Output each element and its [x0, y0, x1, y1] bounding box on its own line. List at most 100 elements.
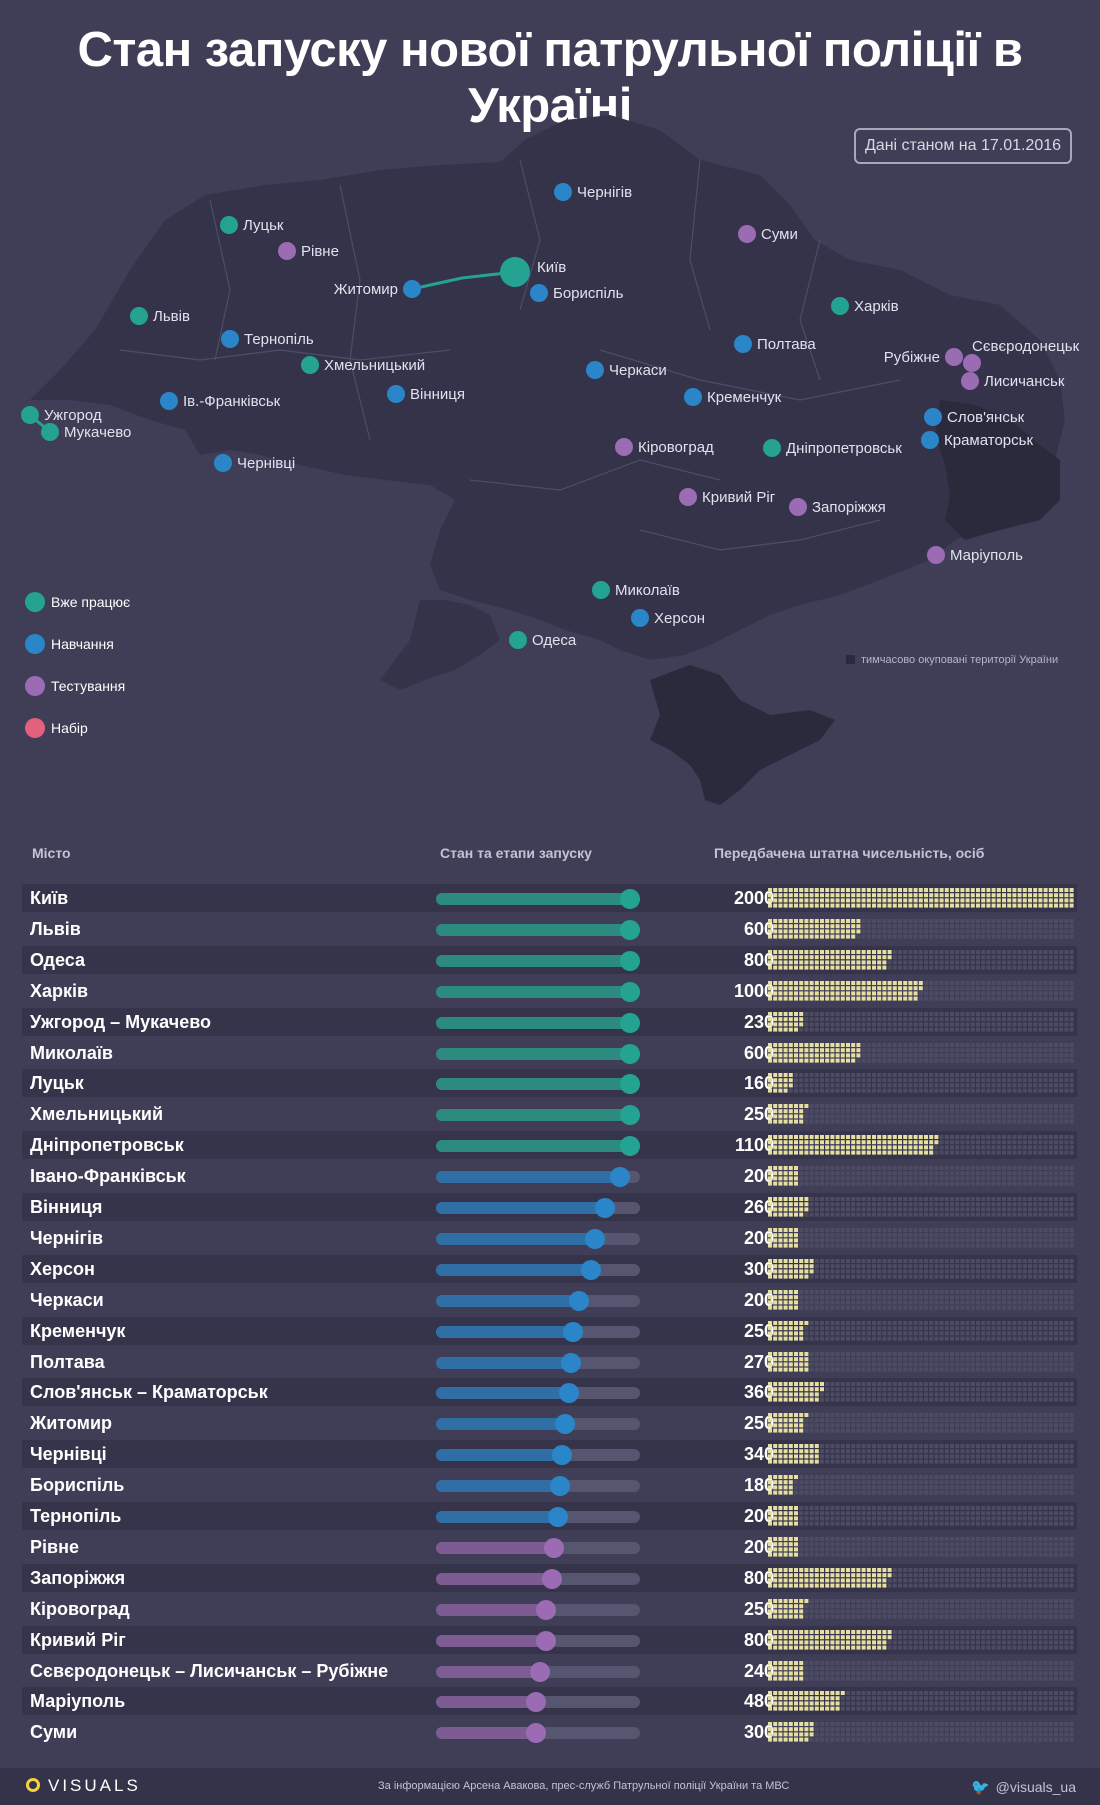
- map-city[interactable]: Вінниця: [387, 385, 465, 403]
- map-city[interactable]: Сєвєродонецьк: [963, 338, 1080, 372]
- map-city-marker[interactable]: [278, 242, 296, 260]
- staff-dot-filled: [809, 980, 814, 985]
- map-city-marker[interactable]: [301, 356, 319, 374]
- map-city-marker[interactable]: [21, 406, 39, 424]
- table-row[interactable]: Херсон 300: [22, 1254, 1077, 1283]
- map-city-marker[interactable]: [403, 280, 421, 298]
- table-row[interactable]: Ужгород – Мукачево 230: [22, 1007, 1077, 1036]
- map-city-marker[interactable]: [221, 330, 239, 348]
- map-city[interactable]: Чернівці: [214, 454, 295, 472]
- staff-dot-empty: [944, 1150, 949, 1155]
- map-city[interactable]: Черкаси: [586, 361, 667, 379]
- map-city[interactable]: Краматорськ: [921, 431, 1033, 449]
- map-city[interactable]: Харків: [831, 297, 899, 315]
- map-city[interactable]: Кіровоград: [615, 438, 714, 456]
- map-city-marker[interactable]: [924, 408, 942, 426]
- map-city-marker[interactable]: [789, 498, 807, 516]
- map-city-marker[interactable]: [945, 348, 963, 366]
- map-city-marker[interactable]: [509, 631, 527, 649]
- map-city-marker[interactable]: [615, 438, 633, 456]
- map-city[interactable]: Одеса: [509, 631, 577, 649]
- row-city: Хмельницький: [30, 1104, 164, 1125]
- table-row[interactable]: Вінниця 260: [22, 1193, 1077, 1221]
- map-city[interactable]: Запоріжжя: [789, 498, 886, 516]
- table-row[interactable]: Чернівці 340: [22, 1440, 1077, 1469]
- staff-dot-empty: [898, 1428, 902, 1433]
- staff-dot-empty: [804, 1171, 809, 1176]
- staff-dot-empty: [1028, 1109, 1032, 1114]
- table-row[interactable]: Чернігів 200: [22, 1223, 1077, 1252]
- map-city-marker[interactable]: [387, 385, 405, 403]
- staff-dot-empty: [1022, 1382, 1027, 1387]
- map-city-marker[interactable]: [921, 431, 939, 449]
- map-city-marker[interactable]: [961, 372, 979, 390]
- map-city-marker[interactable]: [130, 307, 148, 325]
- table-row[interactable]: Миколаїв 600: [22, 1038, 1077, 1067]
- map-city[interactable]: Лисичанськ: [961, 372, 1065, 390]
- table-row[interactable]: Тернопіль 200: [22, 1502, 1077, 1530]
- map-city[interactable]: Суми: [738, 225, 798, 243]
- map-city-marker[interactable]: [554, 183, 572, 201]
- staff-dot-empty: [846, 1016, 850, 1021]
- staff-dot-empty: [924, 1052, 928, 1057]
- map-city-marker[interactable]: [530, 284, 548, 302]
- map-city[interactable]: Ужгород: [21, 406, 102, 424]
- map-city[interactable]: Мукачево: [41, 423, 131, 441]
- map-city-marker[interactable]: [586, 361, 604, 379]
- map-city-marker[interactable]: [631, 609, 649, 627]
- map-city[interactable]: Дніпропетровськ: [763, 439, 902, 457]
- table-row[interactable]: Дніпропетровськ 1100: [22, 1131, 1077, 1160]
- table-row[interactable]: Івано-Франківськ 200: [22, 1162, 1077, 1191]
- map-city[interactable]: Полтава: [734, 335, 816, 353]
- map-city[interactable]: Бориспіль: [530, 284, 624, 302]
- table-row[interactable]: Київ 2000: [22, 884, 1077, 912]
- map-city[interactable]: Житомир: [334, 280, 421, 298]
- map-city-marker[interactable]: [592, 581, 610, 599]
- table-row[interactable]: Луцьк 160: [22, 1069, 1077, 1098]
- map-city[interactable]: Кременчук: [684, 388, 782, 406]
- map-city[interactable]: Миколаїв: [592, 581, 680, 599]
- map-city-marker[interactable]: [831, 297, 849, 315]
- staff-dot-empty: [1059, 1227, 1064, 1232]
- map-city-marker[interactable]: [927, 546, 945, 564]
- map-city-marker[interactable]: [734, 335, 752, 353]
- table-row[interactable]: Кременчук 250: [22, 1316, 1077, 1345]
- table-row[interactable]: Хмельницький 250: [22, 1100, 1077, 1129]
- map-city[interactable]: Київ: [500, 257, 566, 287]
- map-city-marker[interactable]: [763, 439, 781, 457]
- map-city-marker[interactable]: [220, 216, 238, 234]
- map-city[interactable]: Рубіжне: [884, 348, 963, 366]
- map-city-marker[interactable]: [160, 392, 178, 410]
- map-city[interactable]: Тернопіль: [221, 330, 314, 348]
- map-city-marker[interactable]: [214, 454, 232, 472]
- map-city[interactable]: Кривий Ріг: [679, 488, 776, 506]
- map-city-marker[interactable]: [963, 354, 981, 372]
- map-city-marker[interactable]: [738, 225, 756, 243]
- staff-dot-empty: [1038, 1047, 1043, 1052]
- map-city[interactable]: Маріуполь: [927, 546, 1023, 564]
- table-row[interactable]: Одеса 800: [22, 945, 1077, 974]
- map-city[interactable]: Слов'янськ: [924, 408, 1025, 426]
- staff-dot-empty: [1043, 980, 1048, 985]
- map-city[interactable]: Львів: [130, 307, 190, 325]
- table-row[interactable]: Полтава 270: [22, 1347, 1077, 1376]
- table-row[interactable]: Харків 1000: [22, 976, 1077, 1005]
- table-row[interactable]: Львів 600: [22, 914, 1077, 943]
- map-city[interactable]: Чернігів: [554, 183, 632, 201]
- map-city-marker[interactable]: [684, 388, 702, 406]
- table-row[interactable]: Черкаси 200: [22, 1285, 1077, 1314]
- map-city[interactable]: Хмельницький: [301, 356, 425, 374]
- map-city[interactable]: Луцьк: [220, 216, 284, 234]
- staff-dot-empty: [1007, 1150, 1012, 1155]
- map-city[interactable]: Ів.-Франківськ: [160, 392, 281, 410]
- map-city-marker[interactable]: [41, 423, 59, 441]
- table-row[interactable]: Бориспіль 180: [22, 1471, 1077, 1500]
- staff-dot-empty: [924, 1351, 928, 1356]
- table-row[interactable]: Слов'янськ – Краматорськ 360: [22, 1378, 1077, 1407]
- map-city-marker[interactable]: [679, 488, 697, 506]
- staff-dot-empty: [918, 1330, 923, 1335]
- map-city[interactable]: Рівне: [278, 242, 339, 260]
- map-city[interactable]: Херсон: [631, 609, 705, 627]
- map-city-marker[interactable]: [500, 257, 530, 287]
- table-row[interactable]: Житомир 250: [22, 1409, 1077, 1438]
